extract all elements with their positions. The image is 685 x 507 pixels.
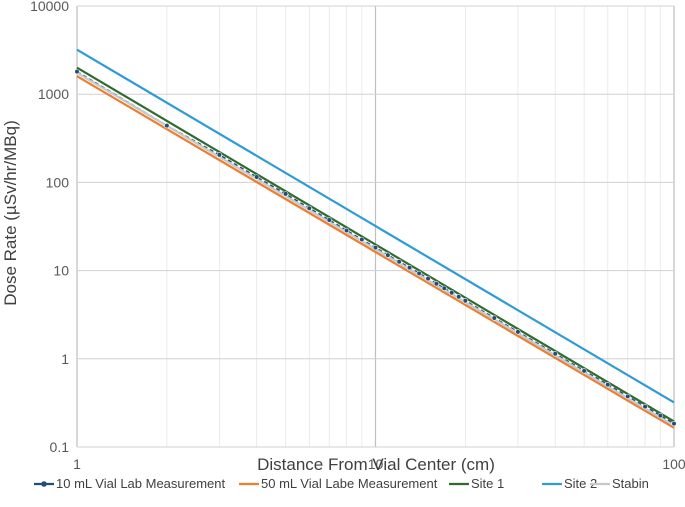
legend-item-0: 10 mL Vial Lab Measurement [34, 476, 225, 491]
data-point-marker [283, 191, 289, 197]
y-tick-label: 100 [46, 174, 70, 190]
legend-label: Stabin [612, 476, 649, 491]
series-layer [74, 48, 677, 429]
data-point-marker [671, 421, 677, 427]
x-tick-label: 1 [73, 456, 81, 472]
data-point-marker [605, 381, 611, 388]
y-tick-label: 1 [61, 351, 69, 367]
data-point-marker [359, 236, 365, 243]
data-point-marker [425, 276, 431, 282]
y-tick-label: 1000 [38, 86, 69, 102]
data-point-marker [326, 217, 332, 223]
data-point-marker [491, 315, 497, 321]
data-point-marker [164, 123, 170, 129]
y-tick-label: 0.1 [50, 439, 70, 455]
data-point-marker [515, 329, 521, 335]
data-point-marker [657, 412, 663, 419]
series-line-2 [76, 66, 675, 423]
data-point-marker [642, 404, 648, 410]
x-tick-label: 10 [368, 456, 384, 472]
y-axis-title: Dose Rate (µSv/hr/MBq) [1, 120, 20, 306]
legend-label: Site 2 [564, 476, 597, 491]
data-point-marker [449, 290, 455, 296]
legend-marker [41, 481, 47, 487]
data-point-marker [416, 270, 422, 276]
data-point-marker [625, 393, 631, 399]
data-point-marker [385, 252, 391, 258]
y-tick-label: 10000 [30, 0, 69, 14]
y-tick-label: 10 [53, 263, 69, 279]
legend-item-2: Site 1 [449, 476, 504, 491]
data-point-marker [396, 259, 402, 265]
minor-gridlines [166, 6, 661, 447]
legend-item-4: Stabin [590, 476, 649, 491]
data-point-marker [433, 281, 440, 287]
series-line-1 [76, 75, 675, 429]
data-point-marker [372, 245, 379, 251]
data-point-marker [406, 265, 413, 271]
data-point-marker [456, 294, 462, 300]
legend-label: 10 mL Vial Lab Measurement [56, 476, 225, 491]
data-point-marker [254, 174, 260, 180]
x-tick-label: 100 [662, 456, 685, 472]
data-point-marker [552, 351, 558, 357]
data-point-marker [216, 152, 223, 158]
data-point-marker [74, 69, 80, 75]
data-point-marker [306, 205, 312, 211]
data-point-marker [441, 285, 447, 291]
legend: 10 mL Vial Lab Measurement 50 mL Vial Lab… [34, 476, 649, 491]
data-point-marker [343, 227, 350, 234]
legend-label: Site 1 [471, 476, 504, 491]
series-line-3 [76, 48, 675, 404]
legend-label: 50 mL Vial Labe Measurement [261, 476, 438, 491]
data-point-marker [462, 298, 468, 304]
legend-item-1: 50 mL Vial Labe Measurement [239, 476, 438, 491]
x-axis-title: Distance From Vial Center (cm) [257, 455, 495, 474]
legend-item-3: Site 2 [542, 476, 597, 491]
data-point-marker [581, 368, 587, 374]
